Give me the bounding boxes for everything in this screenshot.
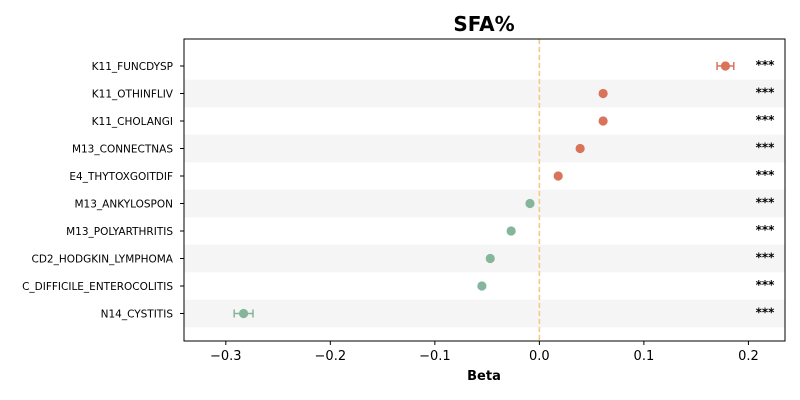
plot-frame [183, 38, 786, 342]
significance-label: *** [756, 251, 776, 265]
significance-label: *** [756, 58, 776, 72]
y-tick-label: E4_THYTOXGOITDIF [69, 171, 173, 183]
significance-label: *** [756, 113, 776, 127]
significance-label: *** [756, 86, 776, 100]
significance-label: *** [756, 168, 776, 182]
significance-label: *** [756, 141, 776, 155]
y-tick-label: M13_POLYARTHRITIS [66, 226, 173, 238]
row-band [184, 134, 785, 163]
y-tick-label: K11_OTHINFLIV [92, 89, 174, 101]
x-tick-label: −0.2 [315, 349, 347, 364]
y-tick-label: K11_FUNCDYSP [92, 61, 173, 73]
x-axis-label: Beta [467, 369, 501, 384]
x-tick-label: −0.1 [419, 349, 451, 364]
row-band [184, 299, 785, 328]
y-tick-label: N14_CYSTITIS [101, 309, 174, 321]
significance-label: *** [756, 223, 776, 237]
significance-label: *** [756, 196, 776, 210]
x-tick-label: −0.3 [210, 349, 242, 364]
x-tick-label: 0.1 [634, 349, 655, 364]
y-tick-label: K11_CHOLANGI [92, 116, 173, 128]
row-band [184, 79, 785, 108]
data-point [553, 171, 563, 181]
data-point [525, 198, 535, 209]
data-point [598, 88, 608, 99]
significance-labels: *** *** *** *** *** *** *** *** *** *** [756, 58, 776, 320]
row-band [184, 244, 785, 273]
row-bands [184, 79, 785, 328]
row-band [184, 189, 785, 218]
y-tick-label: C_DIFFICILE_ENTEROCOLITIS [22, 281, 173, 293]
data-point [485, 253, 495, 264]
data-point [238, 308, 249, 319]
significance-label: *** [756, 306, 776, 320]
y-axis-labels: K11_FUNCDYSP K11_OTHINFLIV K11_CHOLANGI M13… [22, 61, 184, 321]
significance-label: *** [756, 278, 776, 292]
data-point [598, 116, 608, 126]
data-point [506, 226, 516, 236]
y-tick-label: M13_ANKYLOSPON [75, 199, 174, 211]
x-tick-label: 0.0 [529, 349, 550, 364]
data-point [720, 61, 731, 71]
y-tick-label: CD2_HODGKIN_LYMPHOMA [32, 254, 174, 266]
data-point [575, 143, 585, 154]
data-marks [233, 61, 735, 319]
chart-title: SFA% [453, 12, 514, 36]
x-tick-label: 0.2 [738, 349, 759, 364]
x-axis: −0.3 −0.2 −0.1 0.0 0.1 0.2 [210, 341, 759, 364]
data-point [477, 281, 487, 291]
y-tick-label: M13_CONNECTNAS [72, 144, 173, 156]
